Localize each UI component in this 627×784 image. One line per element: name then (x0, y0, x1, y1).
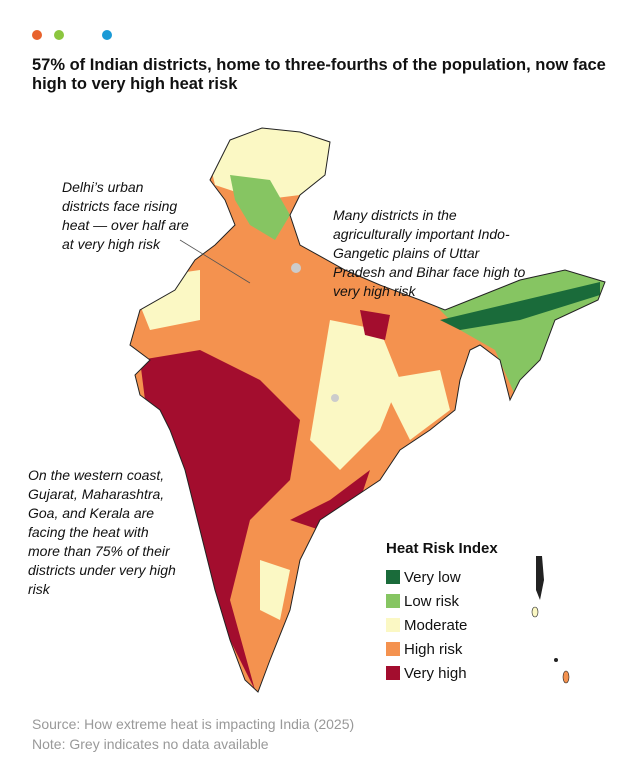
delhi-pointer (179, 239, 251, 284)
green-dot (54, 30, 64, 40)
legend-swatch (386, 666, 400, 680)
legend-label: High risk (404, 640, 463, 658)
legend-label: Very low (404, 568, 461, 586)
blue-dot (102, 30, 112, 40)
gangetic-annotation: Many districts in the agriculturally imp… (333, 207, 526, 299)
source-text: Source: How extreme heat is impacting In… (32, 716, 355, 732)
legend-label: Low risk (404, 592, 460, 610)
legend-label: Moderate (404, 616, 468, 634)
legend-swatch (386, 642, 400, 656)
note-text: Note: Grey indicates no data available (32, 736, 269, 752)
legend-item: Very low (386, 565, 498, 589)
legend-item: Very high (386, 661, 498, 685)
legend: Heat Risk Index Very low Low risk Moderate… (386, 540, 498, 685)
delhi-annotation: Delhi’s urban districts face rising heat… (62, 179, 189, 252)
legend-item: High risk (386, 637, 498, 661)
legend-swatch (386, 570, 400, 584)
orange-dot (32, 30, 42, 40)
legend-label: Very high (404, 664, 467, 682)
andaman-islands (531, 556, 570, 684)
legend-item: Moderate (386, 613, 498, 637)
legend-swatch (386, 618, 400, 632)
legend-item: Low risk (386, 589, 498, 613)
legend-swatch (386, 594, 400, 608)
legend-title: Heat Risk Index (386, 540, 498, 557)
footer: Source: How extreme heat is impacting In… (32, 714, 354, 754)
title: 57% of Indian districts, home to three-f… (32, 56, 606, 93)
india-outline (129, 127, 606, 693)
western-coast-annotation: On the western coast, Gujarat, Maharasht… (28, 467, 176, 597)
